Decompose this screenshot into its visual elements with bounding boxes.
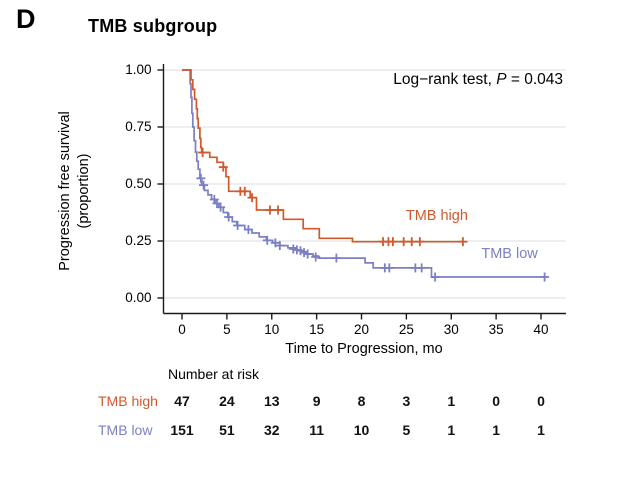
x-tick-label: 15: [309, 321, 325, 337]
x-tick-label: 35: [488, 321, 504, 337]
x-tick-label: 5: [223, 321, 231, 337]
risk-count: 8: [357, 393, 366, 409]
risk-count: 1: [537, 422, 545, 438]
risk-count: 1: [447, 393, 456, 409]
risk-row-label-tmb-low: TMB low: [98, 422, 153, 438]
x-tick-label: 40: [533, 321, 549, 337]
risk-count: 51: [219, 422, 235, 438]
risk-count: 13: [263, 393, 280, 409]
logrank-p-value: = 0.043: [506, 71, 563, 88]
risk-count: 9: [312, 393, 321, 409]
risk-count: 47: [174, 393, 190, 409]
risk-count: 10: [353, 422, 370, 438]
panel-label: D: [16, 4, 36, 34]
risk-count: 1: [492, 422, 501, 438]
y-tick-label: 0.00: [125, 290, 152, 305]
y-tick-label: 0.25: [125, 233, 152, 248]
chart-title: TMB subgroup: [88, 16, 218, 36]
x-tick-label: 20: [353, 321, 370, 337]
risk-count: 24: [219, 393, 235, 409]
x-tick-label: 30: [443, 321, 459, 337]
logrank-p-symbol: P: [496, 71, 507, 88]
logrank-annotation: Log−rank test, P = 0.043: [300, 71, 563, 89]
logrank-prefix: Log−rank test,: [393, 71, 497, 88]
risk-row-label-tmb-high: TMB high: [98, 393, 158, 409]
risk-count: 32: [263, 422, 280, 438]
risk-count: 5: [402, 422, 411, 438]
series-label-tmb-high: TMB high: [405, 208, 468, 225]
risk-count: 3: [402, 393, 411, 409]
risk-count: 1: [447, 422, 456, 438]
risk-count: 11: [309, 422, 325, 438]
risk-count: 151: [170, 422, 194, 438]
y-tick-label: 0.50: [125, 176, 152, 191]
risk-count: 0: [537, 393, 545, 409]
series-label-tmb-low: TMB low: [481, 245, 538, 262]
x-tick-label: 0: [178, 321, 186, 337]
x-axis-title: Time to Progression, mo: [285, 341, 443, 357]
risk-table-header: Number at risk: [168, 366, 260, 382]
x-tick-label: 10: [264, 321, 280, 337]
x-tick-label: 25: [398, 321, 414, 337]
y-tick-label: 0.75: [125, 119, 152, 134]
survival-curve-tmb-high: [182, 69, 464, 243]
y-tick-label: 1.00: [125, 62, 152, 77]
risk-count: 0: [492, 393, 501, 409]
